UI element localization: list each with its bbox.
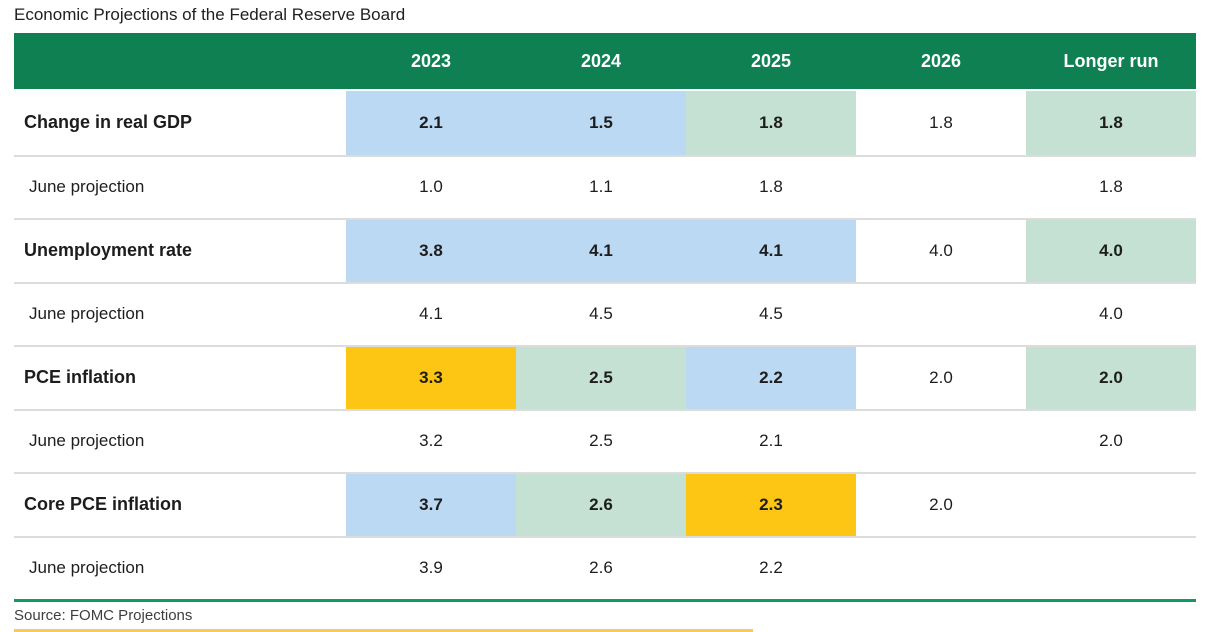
- table-row-june-projection-core-pce: June projection 3.9 2.6 2.2: [14, 535, 1196, 600]
- value-cell: 2.6: [589, 558, 613, 578]
- green-divider-rule: [14, 599, 1196, 602]
- table-row-change-in-real-gdp: Change in real GDP 2.1 1.5 1.8 1.8 1.8: [14, 91, 1196, 155]
- row-label: Unemployment rate: [24, 240, 193, 261]
- value-cell: 2.0: [1026, 347, 1196, 409]
- value-cell: [856, 538, 1026, 600]
- value-cell: 4.1: [686, 220, 856, 282]
- value-cell: [856, 157, 1026, 219]
- value-cell: 2.0: [1099, 431, 1123, 451]
- row-label: June projection: [29, 177, 145, 197]
- row-label: Change in real GDP: [24, 112, 193, 133]
- value-cell: 4.1: [516, 220, 686, 282]
- value-cell: 4.5: [759, 304, 783, 324]
- value-cell: 4.0: [1026, 220, 1196, 282]
- value-cell: 2.2: [759, 558, 783, 578]
- value-cell: 3.9: [419, 558, 443, 578]
- header-cell-2024: 2024: [580, 50, 622, 71]
- row-label: Core PCE inflation: [24, 494, 183, 515]
- table-row-pce-inflation: PCE inflation 3.3 2.5 2.2 2.0 2.0: [14, 345, 1196, 409]
- value-cell: [856, 411, 1026, 473]
- value-cell: 1.8: [759, 177, 783, 197]
- value-cell: 2.1: [346, 91, 516, 155]
- value-cell: 2.3: [686, 474, 856, 536]
- value-cell: 1.8: [1026, 91, 1196, 155]
- value-cell: [1026, 538, 1196, 600]
- value-cell: 2.5: [516, 347, 686, 409]
- value-cell: 2.0: [929, 494, 953, 514]
- value-cell: 1.8: [1099, 177, 1123, 197]
- table-row-june-projection-gdp: June projection 1.0 1.1 1.8 1.8: [14, 154, 1196, 219]
- header-cell-2023: 2023: [410, 50, 452, 71]
- value-cell: 1.5: [516, 91, 686, 155]
- value-cell: 2.2: [686, 347, 856, 409]
- table-row-june-projection-unemployment: June projection 4.1 4.5 4.5 4.0: [14, 281, 1196, 346]
- header-cell-2026: 2026: [920, 50, 962, 71]
- source-note: Source: FOMC Projections: [14, 607, 193, 624]
- table-header-row: 2023 2024 2025 2026 Longer run: [14, 33, 1196, 91]
- value-cell: 1.0: [419, 177, 443, 197]
- value-cell: 1.8: [686, 91, 856, 155]
- value-cell: 1.1: [589, 177, 613, 197]
- value-cell: 2.0: [929, 367, 953, 387]
- row-label: June projection: [29, 304, 145, 324]
- value-cell: 2.6: [516, 474, 686, 536]
- figure-title: Economic Projections of the Federal Rese…: [14, 5, 406, 24]
- row-label: PCE inflation: [24, 367, 136, 388]
- value-cell: 1.8: [929, 112, 953, 132]
- value-cell: 3.7: [346, 474, 516, 536]
- row-label: June projection: [29, 558, 145, 578]
- value-cell: 3.3: [346, 347, 516, 409]
- table-row-core-pce-inflation: Core PCE inflation 3.7 2.6 2.3 2.0: [14, 472, 1196, 536]
- table-row-june-projection-pce: June projection 3.2 2.5 2.1 2.0: [14, 408, 1196, 473]
- value-cell: [1026, 474, 1196, 536]
- value-cell: 4.5: [589, 304, 613, 324]
- value-cell: 2.5: [589, 431, 613, 451]
- value-cell: [856, 284, 1026, 346]
- value-cell: 3.2: [419, 431, 443, 451]
- value-cell: 4.0: [1099, 304, 1123, 324]
- row-label: June projection: [29, 431, 145, 451]
- header-cell-empty: [14, 33, 346, 89]
- table-row-unemployment-rate: Unemployment rate 3.8 4.1 4.1 4.0 4.0: [14, 218, 1196, 282]
- projections-table: 2023 2024 2025 2026 Longer run Change in…: [14, 33, 1196, 599]
- yellow-divider-rule: [14, 629, 753, 632]
- header-cell-longer-run: Longer run: [1063, 50, 1159, 71]
- value-cell: 4.0: [929, 240, 953, 260]
- value-cell: 3.8: [346, 220, 516, 282]
- value-cell: 2.1: [759, 431, 783, 451]
- header-cell-2025: 2025: [750, 50, 792, 71]
- value-cell: 4.1: [419, 304, 443, 324]
